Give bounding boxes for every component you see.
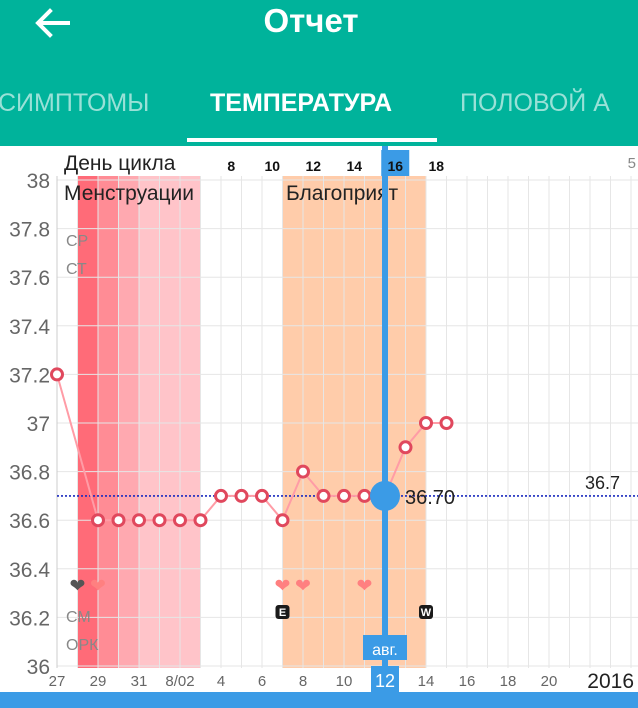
y-tick-label: 36 [27,656,50,679]
y-tick-label: 36.6 [9,510,50,533]
temperature-point [234,488,249,503]
date-tick-label: 29 [90,673,107,690]
temperature-point [91,513,105,528]
date-tick-label: 6 [258,673,266,690]
temperature-point [173,513,187,528]
heart-icon: ❤ [90,576,106,597]
temperature-point [296,464,310,479]
cycle-day-tick: 16 [387,158,403,174]
row-label: ОРК [66,637,99,654]
page-title: Отчет [263,2,359,39]
temperature-point [275,513,290,528]
tab-temperature[interactable]: ТЕМПЕРАТУРА [210,89,393,117]
y-tick-label: 37.6 [9,267,50,290]
heart-icon: ❤ [295,576,311,597]
cycle-day-tick: 5 [628,155,636,172]
cycle-day-tick: 10 [264,158,280,174]
cursor-value-label: 36.70 [405,487,455,509]
tab-symptoms[interactable]: СИМПТОМЫ [0,89,150,117]
tab-sex[interactable]: ПОЛОВОЙ А [460,89,610,117]
cursor-day-label: 12 [375,671,395,691]
date-tick-label: 27 [49,673,66,690]
temperature-chart[interactable]: 38 37.8 37.6 37.4 37.2 37 36.8 36.6 36.4 36.2 36 Де… [0,146,638,692]
temperature-point [439,416,454,430]
date-tick-label: 20 [541,673,558,690]
app-bar: Отчет СИМПТОМЫ ТЕМПЕРАТУРА ПОЛОВОЙ А [0,0,638,146]
y-tick-label: 37.2 [9,364,50,387]
heart-icon: ❤ [275,576,291,597]
date-tick-label: 18 [500,673,517,690]
temperature-point [255,488,269,503]
cycle-day-label: День цикла [64,152,176,175]
temperature-point [419,416,433,430]
y-tick-label: 36.2 [9,607,50,630]
temperature-point [193,513,208,528]
bottom-bar [0,692,638,708]
y-tick-label: 37 [27,413,50,436]
badge-label: W [421,607,432,619]
back-button[interactable] [26,0,78,46]
temperature-point [316,488,331,503]
cycle-day-tick: 14 [346,158,362,174]
date-tick-label: 8 [299,673,307,690]
y-tick-label: 36.8 [9,462,50,485]
y-tick-label: 37.8 [9,219,50,242]
row-label: СМ [66,609,91,626]
temperature-chart-svg[interactable]: 38 37.8 37.6 37.4 37.2 37 36.8 36.6 36.4 36.2 36 Де… [0,146,638,692]
temperature-point [111,513,126,528]
date-tick-label: 16 [459,673,476,690]
row-label: СР [66,233,88,250]
menstruation-band [118,176,139,668]
tab-indicator [187,138,437,142]
menstruation-band [77,176,98,668]
date-tick-label: 31 [131,673,148,690]
row-label: СТ [66,261,87,278]
date-tick-label: 4 [217,673,225,690]
temperature-point [132,513,146,528]
temperature-point [357,488,372,503]
fertile-label: Благоприят [286,182,399,205]
cursor-month-box [363,635,407,660]
temperature-point [214,488,228,503]
menstruation-label: Менструации [64,182,194,205]
cycle-day-tick: 8 [227,158,235,174]
badge-marker [275,605,290,619]
heart-icon: ❤ [357,576,373,597]
y-tick-label: 36.4 [9,559,50,582]
fertile-band [282,176,426,668]
badge-marker [419,605,433,619]
coverline-label: 36.7 [585,473,620,493]
y-tick-label: 38 [27,170,50,193]
temperature-point [398,440,413,455]
badge-label: E [279,607,286,619]
temperature-point [337,488,351,503]
date-tick-label: 10 [336,673,353,690]
cursor-month-label: авг. [372,642,398,659]
date-tick-label: 8/02 [165,673,194,690]
heart-icon: ❤ [70,576,86,597]
cursor-knob [370,480,400,511]
cycle-day-tick: 18 [428,158,444,174]
cursor-day-box [371,666,399,692]
arrow-left-icon [35,8,70,38]
menstruation-band [98,176,119,668]
date-tick-label: 14 [418,673,435,690]
menstruation-band [139,176,201,668]
temperature-point [50,367,64,382]
tab-bar: СИМПТОМЫ ТЕМПЕРАТУРА ПОЛОВОЙ А [0,70,638,136]
year-label: 2016 [587,670,634,692]
y-tick-label: 37.4 [9,316,50,339]
temperature-point [152,513,167,528]
cycle-day-tick: 12 [305,158,321,174]
